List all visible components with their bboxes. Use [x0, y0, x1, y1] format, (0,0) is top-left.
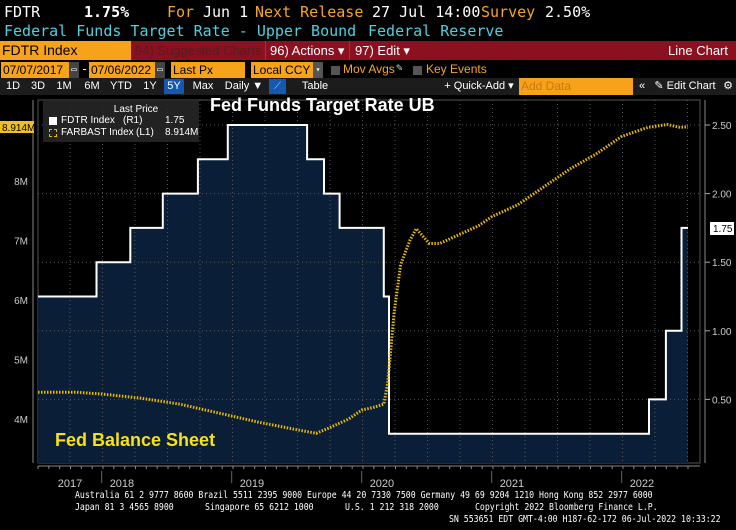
fdtr-line [38, 124, 688, 435]
ticker: FDTR [4, 3, 41, 21]
left-tick-label: 4M [14, 415, 28, 426]
next-release-label: Next Release [255, 3, 364, 21]
frequency-select[interactable]: Daily ▼ [224, 80, 264, 92]
left-tick-label: 6M [14, 296, 28, 307]
mov-avgs-label: Mov Avgs [343, 62, 395, 76]
footer-japan: Japan 81 3 4565 8900 [75, 502, 174, 513]
divider [265, 41, 266, 60]
x-tick-label: 2021 [500, 478, 524, 490]
mov-avgs-checkbox[interactable] [331, 66, 340, 75]
currency-select[interactable]: Local CCY [251, 62, 313, 78]
footer-singapore: Singapore 65 6212 1000 [205, 502, 314, 513]
period-1y[interactable]: 1Y [143, 80, 157, 92]
key-events-label: Key Events [426, 62, 487, 76]
x-tick-label: 2020 [370, 478, 394, 490]
period-max[interactable]: Max [192, 80, 214, 92]
collapse-icon[interactable]: « [638, 80, 646, 92]
right-last-label: 1.75 [713, 224, 733, 235]
right-last-badge [710, 222, 734, 235]
key-events-checkbox[interactable] [413, 66, 422, 75]
right-tick-label: 2.00 [712, 190, 732, 201]
edit-chart-label: Edit Chart [666, 80, 716, 92]
x-tick-label: 2017 [58, 478, 82, 490]
legend-last: 1.75 [165, 115, 185, 126]
legend-item-fdtr[interactable]: FDTR Index (R1) 1.75 [43, 115, 199, 127]
legend-header: Last Price [113, 104, 159, 115]
settings-icon[interactable]: ⚙ [723, 80, 733, 92]
legend-name: FDTR Index [61, 115, 115, 126]
next-release-value: 27 Jul 14:00 [372, 3, 481, 21]
period-3d[interactable]: 3D [30, 80, 46, 92]
edit-chart-button[interactable]: ✎ Edit Chart [653, 78, 717, 95]
for-value: Jun 1 [203, 3, 249, 21]
legend-last: 8.914M [165, 127, 199, 138]
calendar-icon[interactable]: ▭ [69, 62, 79, 78]
left-last-label: 8.914M [2, 123, 35, 134]
legend-swatch [49, 117, 57, 125]
footer-us: U.S. 1 212 318 2000 [345, 502, 439, 513]
end-date-input[interactable]: 07/06/2022 [89, 62, 155, 78]
suggested-charts-button[interactable]: 94) Suggested Charts [135, 43, 262, 58]
survey-label: Survey [481, 3, 536, 21]
calendar-icon[interactable]: ▭ [155, 62, 165, 78]
fdtr-area [38, 125, 688, 463]
right-tick-label: 1.00 [712, 327, 732, 338]
legend-axis: (L1) [136, 127, 154, 138]
legend-item-farbast[interactable]: FARBAST Index (L1) 8.914M [43, 127, 199, 139]
last-value: 1.75% [84, 3, 130, 21]
legend-axis: (R1) [123, 115, 143, 126]
for-label: For [167, 3, 195, 21]
footer-contacts: Australia 61 2 9777 8600 Brazil 5511 239… [75, 490, 653, 501]
quick-add-button[interactable]: + Quick-Add ▾ [444, 80, 514, 92]
chevron-down-icon[interactable]: ▾ [313, 62, 323, 78]
security-description: Federal Funds Target Rate - Upper Bound [4, 22, 357, 40]
period-ytd[interactable]: YTD [110, 80, 132, 92]
left-last-badge [0, 121, 34, 133]
footer-session: SN 553651 EDT GMT-4:00 H187-62-172 06-Ju… [449, 514, 721, 525]
farbast-line [38, 122, 689, 435]
legend-name: FARBAST Index [61, 127, 134, 138]
right-tick-label: 2.50 [712, 121, 732, 132]
line-chart-icon[interactable]: ⟋ [269, 79, 286, 94]
source: Federal Reserve [368, 22, 504, 40]
right-tick-label: 1.50 [712, 258, 732, 269]
x-tick-label: 2022 [630, 478, 654, 490]
chart-annotation: Fed Balance Sheet [55, 430, 216, 450]
period-5y[interactable]: 5Y [164, 79, 184, 94]
edit-button[interactable]: 97) Edit ▾ [355, 43, 410, 58]
chart-type-label: Line Chart [668, 43, 728, 58]
period-1m[interactable]: 1M [56, 80, 72, 92]
x-tick-label: 2018 [110, 478, 134, 490]
actions-button[interactable]: 96) Actions ▾ [270, 43, 345, 58]
field-select[interactable]: Last Px [171, 62, 245, 78]
table-button[interactable]: Table [301, 80, 329, 92]
left-tick-label: 7M [14, 237, 28, 248]
divider [349, 41, 350, 60]
add-data-input[interactable]: Add Data [519, 78, 633, 95]
pencil-icon[interactable]: ✎ [396, 61, 403, 74]
legend-swatch [49, 129, 57, 137]
survey-value: 2.50% [545, 3, 591, 21]
footer-copyright: Copyright 2022 Bloomberg Finance L.P. [475, 502, 658, 513]
toolbar [0, 41, 736, 60]
start-date-input[interactable]: 07/07/2017 [1, 62, 69, 78]
legend: Last Price FDTR Index (R1) 1.75 FARBAST … [43, 100, 199, 142]
period-1d[interactable]: 1D [5, 80, 21, 92]
security-input[interactable]: FDTR Index [0, 41, 131, 60]
right-tick-label: 0.50 [712, 395, 732, 406]
chart[interactable]: 0.501.001.502.002.504M5M6M7M8M8.914M1.75… [0, 95, 736, 490]
left-tick-label: 5M [14, 356, 28, 367]
x-tick-label: 2019 [240, 478, 264, 490]
left-tick-label: 8M [14, 177, 28, 188]
date-dash: - [81, 62, 89, 76]
pencil-icon: ✎ [654, 80, 664, 92]
period-6m[interactable]: 6M [84, 80, 100, 92]
chart-title: Fed Funds Target Rate UB [210, 95, 435, 115]
